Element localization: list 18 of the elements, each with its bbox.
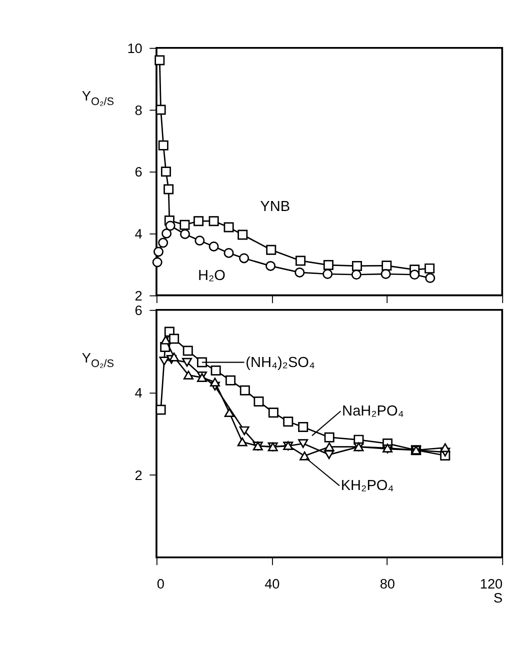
annotation: H₂O xyxy=(198,268,226,284)
annotation: YNB xyxy=(260,198,290,215)
y-tick-label: 8 xyxy=(134,102,142,118)
y-tick-label: 4 xyxy=(134,226,143,242)
x-tick-label: 80 xyxy=(380,576,396,592)
annotation: KH₂PO₄ xyxy=(340,478,394,494)
y-tick-label: 2 xyxy=(134,468,142,483)
y-tick-label: 10 xyxy=(127,40,143,56)
y-tick-label: 4 xyxy=(134,385,143,400)
y-tick-label: 6 xyxy=(134,164,142,180)
x-tick-label: 120 xyxy=(480,576,504,592)
x-axis-title: S xyxy=(494,590,503,606)
x-tick-label: 40 xyxy=(264,576,280,592)
y-tick-label: 6 xyxy=(134,302,142,318)
annotation: (NH₄)₂SO₄ xyxy=(246,354,315,371)
annotation: NaH₂PO₄ xyxy=(342,404,404,420)
x-tick-label: 0 xyxy=(156,576,165,592)
y-tick-label: 2 xyxy=(134,288,142,304)
